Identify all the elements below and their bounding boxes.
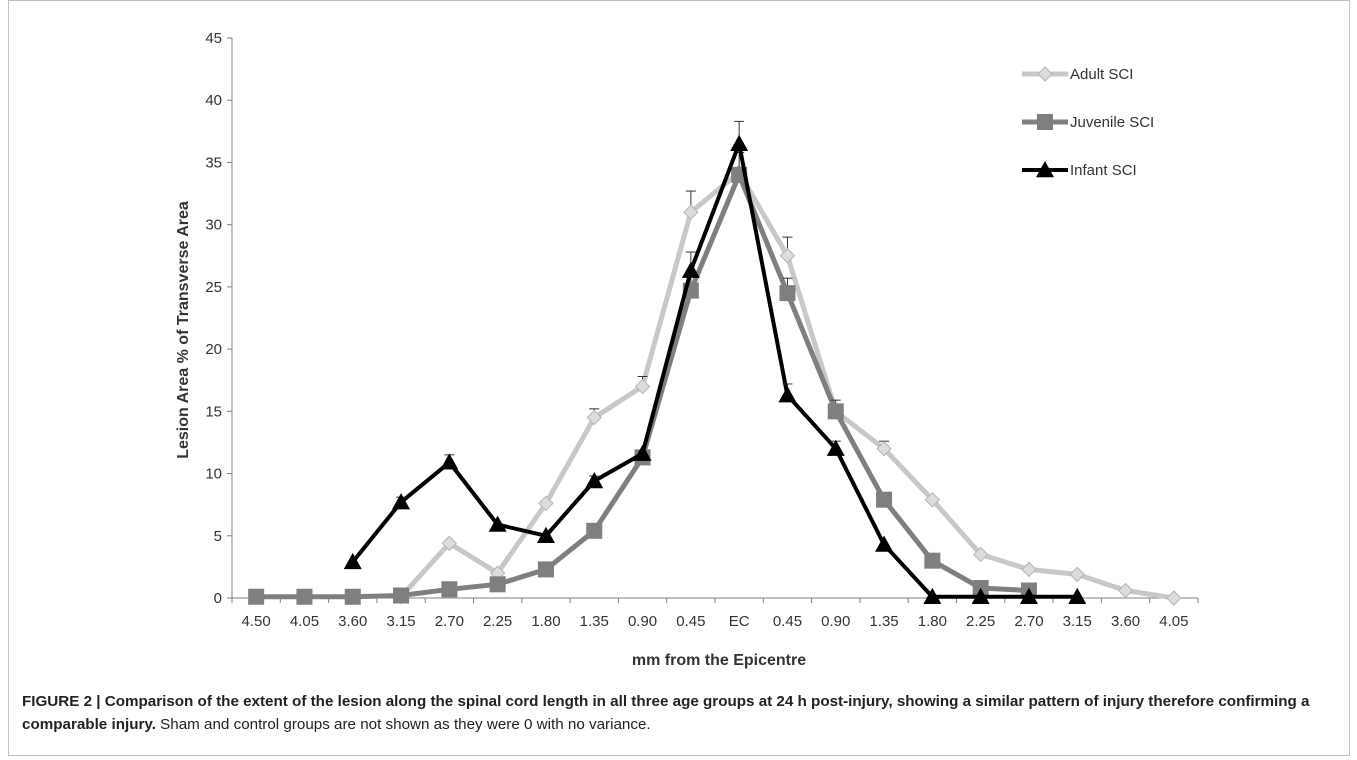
y-tick-label: 5 — [214, 528, 222, 545]
data-point — [440, 453, 459, 470]
data-point — [392, 493, 411, 510]
x-tick-label: 4.50 — [242, 613, 271, 630]
data-point — [585, 472, 604, 489]
x-tick-label: 2.70 — [435, 613, 464, 630]
legend-marker — [1037, 66, 1053, 82]
x-tick-label: 0.90 — [821, 613, 850, 630]
data-point — [441, 581, 458, 598]
data-point — [1117, 582, 1134, 599]
data-point — [441, 535, 458, 551]
data-point — [296, 588, 313, 605]
x-tick-label: 3.15 — [1063, 613, 1092, 630]
x-tick-label: 3.60 — [338, 613, 367, 630]
data-point — [489, 576, 506, 593]
x-tick-label: 3.60 — [1111, 613, 1140, 630]
legend-label: Adult SCI — [1070, 66, 1133, 83]
y-tick-label: 10 — [205, 466, 222, 483]
x-tick-labels: 4.50 4.05 3.60 3.15 2.70 2.25 1.80 1.35 0.90 0.45… — [242, 613, 1189, 630]
figure-frame — [8, 0, 1350, 756]
data-point — [876, 491, 893, 508]
y-tick-label: 0 — [214, 590, 222, 607]
y-tick-label: 20 — [205, 341, 222, 358]
data-point — [488, 515, 507, 532]
x-tick-label: 0.45 — [676, 613, 705, 630]
x-tick-label: 4.05 — [290, 613, 319, 630]
x-tick-label: 2.70 — [1014, 613, 1043, 630]
data-point — [393, 587, 410, 604]
data-point — [537, 561, 554, 578]
x-tick-label: 1.35 — [869, 613, 898, 630]
series-infant-sci — [343, 120, 1087, 604]
x-tick-label: 2.25 — [483, 613, 512, 630]
data-point — [924, 552, 941, 569]
data-point — [343, 552, 362, 570]
data-point — [779, 285, 796, 302]
y-tick-label: 30 — [205, 217, 222, 234]
x-tick-label: 0.45 — [773, 613, 802, 630]
data-point — [633, 444, 652, 461]
data-point — [778, 386, 797, 403]
data-point — [827, 403, 844, 420]
x-tick-label: 3.15 — [386, 613, 415, 630]
data-point — [536, 526, 555, 543]
y-tick-label: 40 — [205, 92, 222, 109]
series-line — [351, 141, 1078, 599]
line-chart: 0 5 10 15 20 25 30 35 40 45 4.50 4.05 3.60 3.15 2.70 2… — [175, 30, 1199, 669]
data-point — [730, 134, 749, 151]
chart-legend: Adult SCI Juvenile SCI Infant SCI — [1022, 66, 1154, 179]
x-tick-label: 1.80 — [918, 613, 947, 630]
x-tick-label: 0.90 — [628, 613, 657, 630]
data-point — [1069, 566, 1085, 583]
y-tick-labels: 0 5 10 15 20 25 30 35 40 45 — [205, 30, 222, 607]
y-tick-label: 25 — [205, 279, 222, 296]
data-point — [681, 261, 700, 278]
y-tick-label: 45 — [205, 30, 222, 47]
data-point — [971, 587, 990, 604]
x-tick-label: EC — [729, 613, 750, 630]
data-point — [634, 378, 651, 395]
y-axis-label: Lesion Area % of Transverse Area — [175, 201, 192, 459]
x-tick-label: 1.35 — [580, 613, 609, 630]
x-tick-label: 2.25 — [966, 613, 995, 630]
y-tick-label: 15 — [205, 403, 222, 420]
data-point — [1166, 590, 1182, 606]
data-point — [586, 522, 603, 539]
legend-label: Juvenile SCI — [1070, 114, 1154, 131]
caption-normal-text: Sham and control groups are not shown as… — [155, 716, 651, 733]
legend-marker — [1037, 114, 1053, 130]
data-point — [826, 439, 845, 456]
caption-bold-text: FIGURE 2 | Comparison of the extent of t… — [22, 693, 1310, 733]
data-point — [586, 409, 602, 426]
x-tick-label: 1.80 — [531, 613, 560, 630]
data-point — [876, 440, 892, 457]
data-point — [248, 588, 265, 605]
data-point — [923, 587, 942, 604]
data-point — [875, 535, 894, 552]
series-layer — [248, 120, 1182, 606]
y-tick-label: 35 — [205, 154, 222, 171]
figure-caption: FIGURE 2 | Comparison of the extent of t… — [22, 690, 1332, 736]
legend-label: Infant SCI — [1070, 162, 1137, 179]
data-point — [972, 546, 989, 563]
data-point — [344, 588, 361, 605]
x-axis-label: mm from the Epicentre — [632, 652, 806, 669]
data-point — [538, 495, 554, 512]
data-point — [924, 491, 941, 508]
data-point — [683, 204, 699, 220]
data-point — [1019, 587, 1038, 604]
data-point — [1021, 561, 1037, 578]
data-point — [779, 248, 796, 264]
data-point — [1068, 587, 1087, 604]
legend-marker — [1036, 161, 1054, 178]
x-tick-label: 4.05 — [1159, 613, 1188, 630]
